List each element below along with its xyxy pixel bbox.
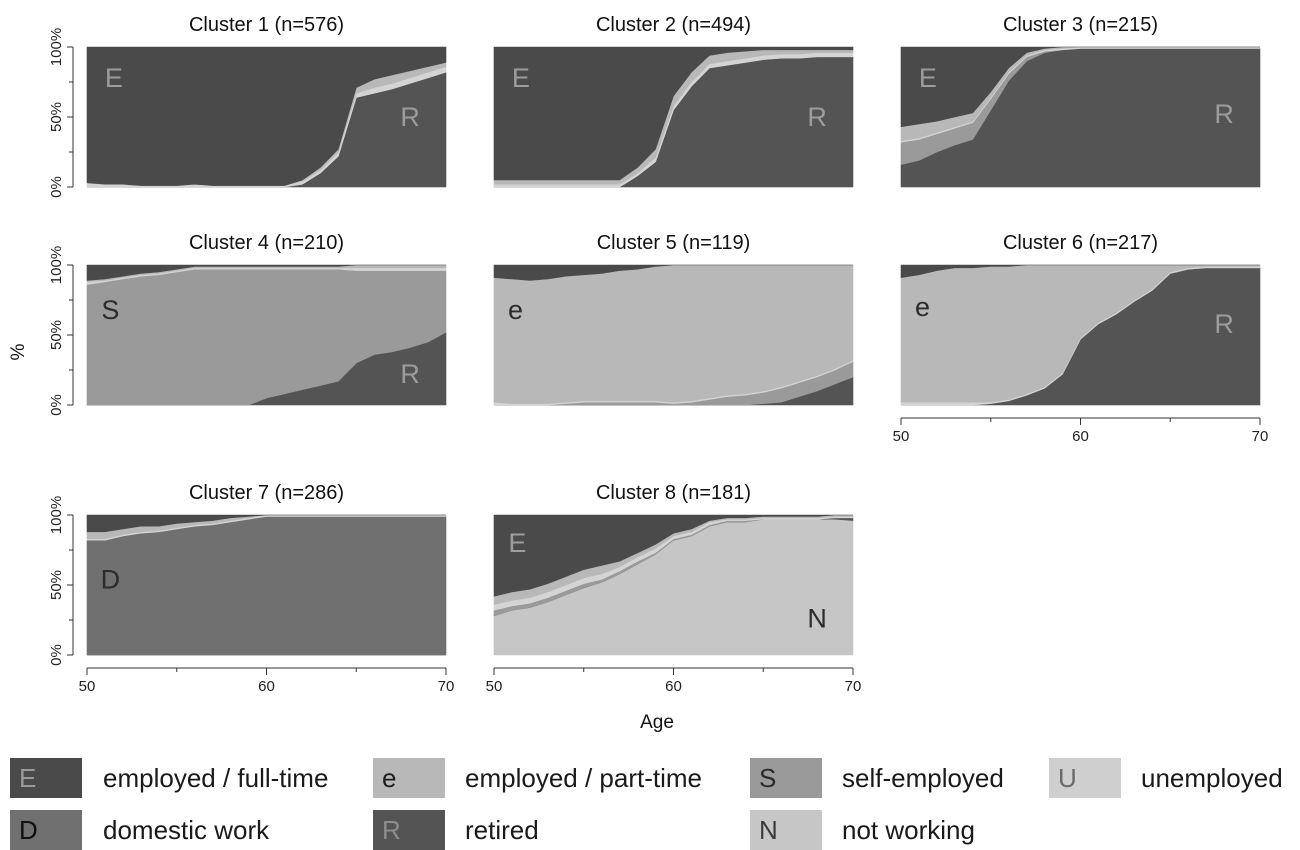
x-tick-label-50-cluster-7: 50 <box>79 678 96 695</box>
legend-label-self-employed: self-employed <box>842 762 1004 794</box>
x-tick-label-50-cluster-6: 50 <box>893 428 910 445</box>
legend-label-employed-part-time: employed / part-time <box>465 762 702 794</box>
state-label-R-cluster-6: R <box>1214 309 1234 339</box>
panel-title-cluster-6: Cluster 6 (n=217) <box>1003 232 1158 254</box>
area-D-cluster-7 <box>87 516 446 655</box>
state-label-S-cluster-4: S <box>101 295 119 325</box>
x-tick-label-50-cluster-8: 50 <box>486 678 503 695</box>
state-label-R-cluster-1: R <box>400 102 420 132</box>
x-tick-label-70-cluster-6: 70 <box>1252 428 1269 445</box>
legend-code-S: S <box>759 762 776 794</box>
legend-code-R: R <box>382 814 401 846</box>
y-tick-label-50-cluster-7: 50% <box>48 570 65 600</box>
y-tick-label-0-cluster-7: 0% <box>48 644 65 666</box>
y-tick-label-100-cluster-4: 100% <box>48 246 65 284</box>
y-tick-label-50-cluster-1: 50% <box>48 102 65 132</box>
panel-title-cluster-8: Cluster 8 (n=181) <box>596 482 751 504</box>
state-label-D-cluster-7: D <box>101 564 121 594</box>
x-axis-title: Age <box>640 712 674 733</box>
panel-title-cluster-3: Cluster 3 (n=215) <box>1003 14 1158 36</box>
y-tick-label-100-cluster-1: 100% <box>48 28 65 66</box>
x-tick-label-70-cluster-8: 70 <box>845 678 862 695</box>
state-label-R-cluster-4: R <box>400 359 420 389</box>
legend-swatch-R: R <box>373 810 445 850</box>
legend-swatch-E: E <box>10 758 82 798</box>
state-label-e-cluster-5: e <box>508 295 523 325</box>
state-label-E-cluster-8: E <box>508 528 526 558</box>
x-tick-label-60-cluster-8: 60 <box>665 678 682 695</box>
y-tick-label-0-cluster-1: 0% <box>48 176 65 198</box>
panel-cluster-3: Cluster 3 (n=215) E R <box>901 14 1260 187</box>
panel-cluster-5: Cluster 5 (n=119) e <box>494 232 853 405</box>
panel-cluster-2: Cluster 2 (n=494) E R <box>494 14 853 187</box>
legend-code-D: D <box>19 814 38 846</box>
panel-title-cluster-7: Cluster 7 (n=286) <box>189 482 344 504</box>
panel-title-cluster-2: Cluster 2 (n=494) <box>596 14 751 36</box>
legend-swatch-S: S <box>750 758 822 798</box>
state-label-E-cluster-1: E <box>105 63 123 93</box>
legend-label-employed-full-time: employed / full-time <box>103 762 328 794</box>
legend-swatch-e: e <box>373 758 445 798</box>
state-label-e-cluster-6: e <box>915 292 930 322</box>
panel-title-cluster-1: Cluster 1 (n=576) <box>189 14 344 36</box>
figure: Cluster 1 (n=576) E R 0% 50% 100% Cluster 2 (n… <box>0 0 1300 740</box>
legend-swatch-D: D <box>10 810 82 850</box>
panel-cluster-4: Cluster 4 (n=210) S R 0% 50% 100% <box>48 232 446 416</box>
x-tick-label-60-cluster-6: 60 <box>1072 428 1089 445</box>
state-label-E-cluster-2: E <box>512 63 530 93</box>
legend-code-U: U <box>1058 762 1077 794</box>
legend: E employed / full-time e employed / part… <box>0 758 1300 850</box>
y-tick-label-50-cluster-4: 50% <box>48 320 65 350</box>
legend-label-unemployed: unemployed <box>1141 762 1283 794</box>
legend-code-e: e <box>382 762 396 794</box>
panel-title-cluster-5: Cluster 5 (n=119) <box>597 232 751 254</box>
x-tick-label-70-cluster-7: 70 <box>438 678 455 695</box>
legend-code-N: N <box>759 814 778 846</box>
panel-title-cluster-4: Cluster 4 (n=210) <box>189 232 344 254</box>
panel-cluster-8: Cluster 8 (n=181) E N 50 60 70 <box>486 482 862 695</box>
panel-cluster-1: Cluster 1 (n=576) E R 0% 50% 100% <box>48 14 446 198</box>
y-axis-title: % <box>8 343 29 360</box>
legend-swatch-N: N <box>750 810 822 850</box>
panel-cluster-7: Cluster 7 (n=286) D 0% 50% 100% 50 60 70 <box>48 482 454 695</box>
legend-swatch-U: U <box>1049 758 1121 798</box>
y-tick-label-0-cluster-4: 0% <box>48 394 65 416</box>
legend-label-not-working: not working <box>842 814 975 846</box>
state-label-R-cluster-3: R <box>1214 99 1234 129</box>
legend-label-retired: retired <box>465 814 539 846</box>
state-label-E-cluster-3: E <box>919 63 937 93</box>
x-tick-label-60-cluster-7: 60 <box>258 678 275 695</box>
legend-label-domestic-work: domestic work <box>103 814 269 846</box>
panel-cluster-6: Cluster 6 (n=217) e R 50 60 70 <box>893 232 1269 445</box>
state-label-R-cluster-2: R <box>807 102 827 132</box>
legend-code-E: E <box>19 762 36 794</box>
y-tick-label-100-cluster-7: 100% <box>48 496 65 534</box>
state-label-N-cluster-8: N <box>807 604 827 634</box>
